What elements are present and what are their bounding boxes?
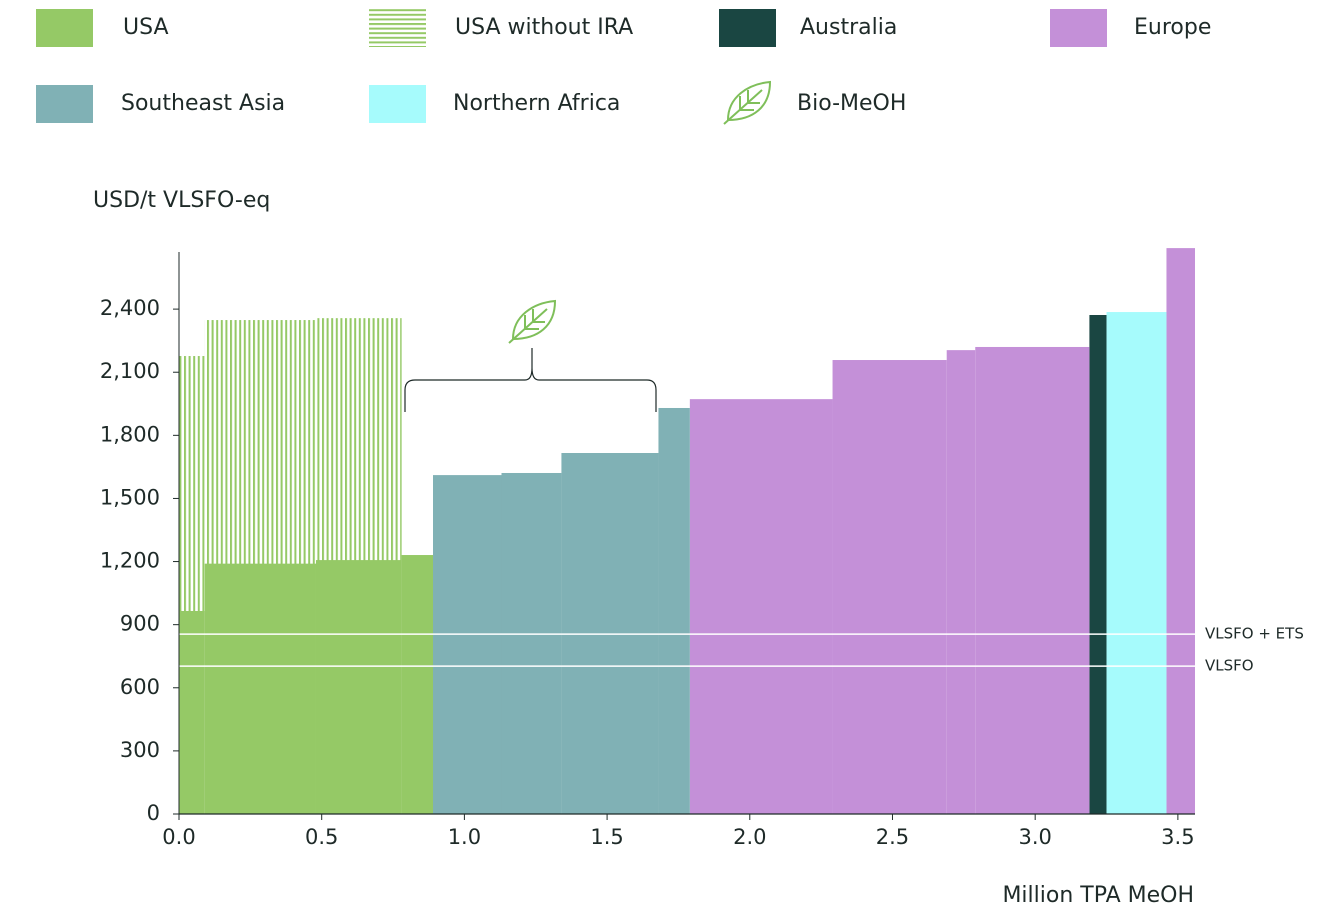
x-tick-label: 0.0 xyxy=(162,825,195,849)
bar xyxy=(832,360,947,814)
x-tick-label: 2.5 xyxy=(876,825,909,849)
bar xyxy=(689,399,833,814)
y-tick-label: 0 xyxy=(147,801,160,825)
legend-label: USA xyxy=(123,15,169,40)
legend-label: USA without IRA xyxy=(455,15,633,40)
legend-label: Bio-MeOH xyxy=(797,91,906,116)
y-tick-label: 2,400 xyxy=(100,296,160,320)
x-tick-label: 0.5 xyxy=(305,825,338,849)
y-tick-label: 2,100 xyxy=(100,359,160,383)
x-axis-label: Million TPA MeOH xyxy=(1002,883,1194,908)
legend-swatch xyxy=(36,85,93,123)
y-tick-label: 300 xyxy=(120,738,160,762)
bar xyxy=(1089,315,1107,814)
bar xyxy=(433,475,502,814)
bar xyxy=(1166,248,1195,814)
legend-swatch xyxy=(369,85,426,123)
legend-swatch xyxy=(1050,9,1107,47)
bars xyxy=(179,248,1195,814)
bar xyxy=(501,472,562,814)
y-axis-label: USD/t VLSFO-eq xyxy=(93,188,270,213)
legend-swatch xyxy=(719,9,776,47)
legend-swatch xyxy=(369,9,426,47)
x-tick-label: 1.0 xyxy=(448,825,481,849)
bar xyxy=(315,560,402,814)
x-tick-label: 1.5 xyxy=(590,825,623,849)
bar xyxy=(204,563,316,814)
y-tick-label: 1,200 xyxy=(100,549,160,573)
x-tick-label: 2.0 xyxy=(733,825,766,849)
y-tick-label: 900 xyxy=(120,612,160,636)
y-tick-label: 600 xyxy=(120,675,160,699)
bar xyxy=(975,346,1090,814)
y-tick-label: 1,500 xyxy=(100,485,160,509)
legend-label: Southeast Asia xyxy=(121,91,285,116)
legend-label: Australia xyxy=(800,15,897,40)
bar xyxy=(658,407,690,814)
y-tick-label: 1,800 xyxy=(100,422,160,446)
reference-label: VLSFO + ETS xyxy=(1205,625,1304,643)
bio-meoh-annotation xyxy=(404,300,657,412)
bar xyxy=(179,610,205,814)
legend-swatch xyxy=(36,9,93,47)
bar xyxy=(401,555,433,814)
bar xyxy=(946,350,976,814)
x-tick-label: 3.0 xyxy=(1018,825,1051,849)
legend-label: Northern Africa xyxy=(453,91,620,116)
legend-leaf-icon xyxy=(723,81,771,125)
reference-label: VLSFO xyxy=(1205,657,1254,675)
x-tick-label: 3.5 xyxy=(1161,825,1194,849)
bar xyxy=(1106,312,1167,814)
legend-label: Europe xyxy=(1134,15,1211,40)
